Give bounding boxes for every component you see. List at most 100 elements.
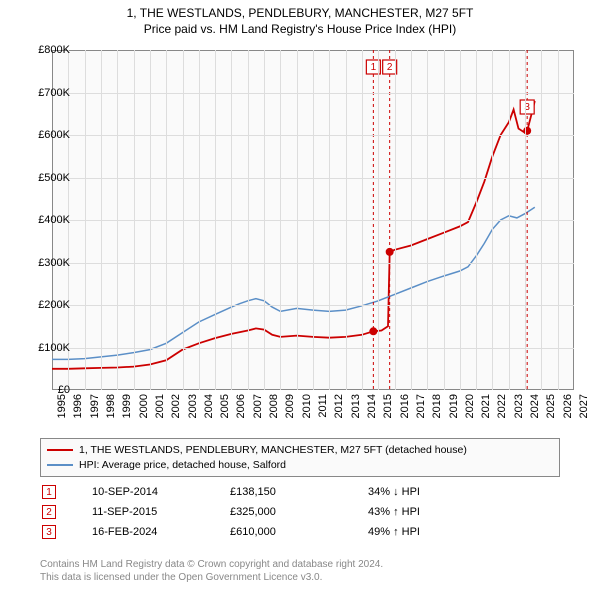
x-tick-label: 2000 <box>138 394 150 418</box>
transaction-date: 10-SEP-2014 <box>92 486 212 498</box>
x-tick-label: 1999 <box>121 394 133 418</box>
footer-line2: This data is licensed under the Open Gov… <box>40 571 560 584</box>
title-line2: Price paid vs. HM Land Registry's House … <box>0 22 600 36</box>
gridline-v <box>362 50 363 390</box>
x-tick-label: 2002 <box>170 394 182 418</box>
x-tick-label: 2022 <box>496 394 508 418</box>
x-tick-label: 2019 <box>448 394 460 418</box>
legend-row: HPI: Average price, detached house, Salf… <box>47 458 553 473</box>
transaction-dot <box>386 248 394 256</box>
x-tick-label: 2017 <box>415 394 427 418</box>
legend-box: 1, THE WESTLANDS, PENDLEBURY, MANCHESTER… <box>40 438 560 477</box>
transaction-hpi: 49% ↑ HPI <box>368 526 488 538</box>
footer-attribution: Contains HM Land Registry data © Crown c… <box>40 558 560 584</box>
gridline-v <box>509 50 510 390</box>
y-tick-label: £400K <box>24 214 70 226</box>
transaction-table: 110-SEP-2014£138,15034% ↓ HPI211-SEP-201… <box>40 482 560 542</box>
x-tick-label: 2016 <box>399 394 411 418</box>
x-tick-label: 2018 <box>431 394 443 418</box>
x-tick-label: 1996 <box>72 394 84 418</box>
gridline-v <box>329 50 330 390</box>
gridline-v <box>427 50 428 390</box>
x-tick-label: 2004 <box>203 394 215 418</box>
y-tick-label: £200K <box>24 299 70 311</box>
x-tick-label: 2007 <box>252 394 264 418</box>
x-tick-label: 2008 <box>268 394 280 418</box>
gridline-v <box>215 50 216 390</box>
gridline-v <box>444 50 445 390</box>
y-tick-label: £700K <box>24 87 70 99</box>
x-tick-label: 1995 <box>56 394 68 418</box>
legend-swatch <box>47 464 73 466</box>
x-tick-label: 2009 <box>284 394 296 418</box>
title-block: 1, THE WESTLANDS, PENDLEBURY, MANCHESTER… <box>0 0 600 36</box>
x-tick-label: 1998 <box>105 394 117 418</box>
transaction-row: 316-FEB-2024£610,00049% ↑ HPI <box>40 522 560 542</box>
gridline-v <box>280 50 281 390</box>
title-line1: 1, THE WESTLANDS, PENDLEBURY, MANCHESTER… <box>0 6 600 20</box>
legend-label: HPI: Average price, detached house, Salf… <box>79 458 286 473</box>
gridline-v <box>313 50 314 390</box>
x-tick-label: 2027 <box>578 394 590 418</box>
x-tick-label: 2013 <box>350 394 362 418</box>
y-tick-label: £300K <box>24 257 70 269</box>
gridline-v <box>411 50 412 390</box>
gridline-v <box>150 50 151 390</box>
legend-label: 1, THE WESTLANDS, PENDLEBURY, MANCHESTER… <box>79 443 467 458</box>
gridline-v <box>395 50 396 390</box>
x-tick-label: 2025 <box>545 394 557 418</box>
gridline-v <box>248 50 249 390</box>
transaction-date: 16-FEB-2024 <box>92 526 212 538</box>
x-tick-label: 2015 <box>382 394 394 418</box>
transaction-row-marker: 2 <box>42 505 56 519</box>
x-tick-label: 2024 <box>529 394 541 418</box>
x-tick-label: 2020 <box>464 394 476 418</box>
y-tick-label: £500K <box>24 172 70 184</box>
transaction-hpi: 43% ↑ HPI <box>368 506 488 518</box>
x-tick-label: 2026 <box>562 394 574 418</box>
gridline-v <box>476 50 477 390</box>
gridline-v <box>101 50 102 390</box>
legend-swatch <box>47 449 73 451</box>
footer-line1: Contains HM Land Registry data © Crown c… <box>40 558 560 571</box>
transaction-price: £325,000 <box>230 506 350 518</box>
x-tick-label: 1997 <box>89 394 101 418</box>
gridline-v <box>85 50 86 390</box>
legend-row: 1, THE WESTLANDS, PENDLEBURY, MANCHESTER… <box>47 443 553 458</box>
x-tick-label: 2021 <box>480 394 492 418</box>
transaction-row-marker: 3 <box>42 525 56 539</box>
x-tick-label: 2003 <box>187 394 199 418</box>
x-tick-label: 2011 <box>317 394 329 418</box>
series-price_paid <box>52 101 535 369</box>
gridline-v <box>199 50 200 390</box>
transaction-marker-index: 1 <box>371 62 377 73</box>
transaction-row-marker: 1 <box>42 485 56 499</box>
gridline-v <box>541 50 542 390</box>
gridline-v <box>378 50 379 390</box>
x-tick-label: 2001 <box>154 394 166 418</box>
x-tick-label: 2023 <box>513 394 525 418</box>
x-tick-label: 2014 <box>366 394 378 418</box>
y-tick-label: £800K <box>24 44 70 56</box>
gridline-v <box>183 50 184 390</box>
chart-plot-area: 123 <box>52 50 574 390</box>
x-tick-label: 2006 <box>235 394 247 418</box>
gridline-v <box>525 50 526 390</box>
y-tick-label: £100K <box>24 342 70 354</box>
transaction-marker-index: 2 <box>387 62 393 73</box>
x-tick-label: 2012 <box>333 394 345 418</box>
gridline-v <box>264 50 265 390</box>
transaction-row: 211-SEP-2015£325,00043% ↑ HPI <box>40 502 560 522</box>
gridline-v <box>460 50 461 390</box>
gridline-v <box>492 50 493 390</box>
gridline-v <box>231 50 232 390</box>
gridline-v <box>297 50 298 390</box>
gridline-v <box>166 50 167 390</box>
x-tick-label: 2010 <box>301 394 313 418</box>
transaction-hpi: 34% ↓ HPI <box>368 486 488 498</box>
transaction-row: 110-SEP-2014£138,15034% ↓ HPI <box>40 482 560 502</box>
gridline-v <box>558 50 559 390</box>
y-tick-label: £600K <box>24 129 70 141</box>
x-tick-label: 2005 <box>219 394 231 418</box>
gridline-v <box>117 50 118 390</box>
